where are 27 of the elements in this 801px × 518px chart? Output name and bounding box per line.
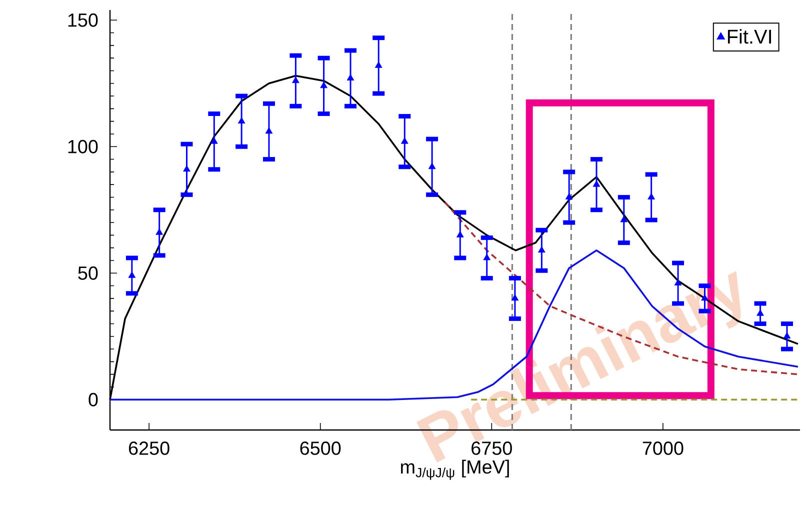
point bbox=[565, 193, 573, 200]
point bbox=[128, 271, 136, 278]
point bbox=[292, 76, 300, 84]
point bbox=[756, 309, 764, 316]
point bbox=[238, 117, 246, 124]
y-tick-label: 100 bbox=[68, 140, 98, 154]
point bbox=[346, 74, 354, 81]
point bbox=[620, 216, 628, 222]
point bbox=[783, 332, 791, 339]
point bbox=[483, 254, 491, 260]
y-tick-label: 50 bbox=[78, 266, 98, 280]
point bbox=[210, 137, 218, 144]
y-tick-label: 150 bbox=[68, 13, 98, 27]
point bbox=[648, 193, 655, 200]
point bbox=[320, 82, 328, 88]
x-tick-label: 6250 bbox=[128, 442, 170, 455]
point bbox=[592, 180, 600, 187]
y-tick-label: 0 bbox=[88, 392, 98, 406]
legend-label: Fit.VI bbox=[728, 29, 771, 44]
x-tick-label: 6500 bbox=[300, 442, 341, 455]
point bbox=[400, 137, 408, 144]
point bbox=[428, 162, 436, 170]
point bbox=[265, 127, 273, 134]
point bbox=[156, 228, 163, 235]
point bbox=[374, 61, 382, 68]
point bbox=[456, 230, 464, 238]
point bbox=[538, 246, 546, 253]
